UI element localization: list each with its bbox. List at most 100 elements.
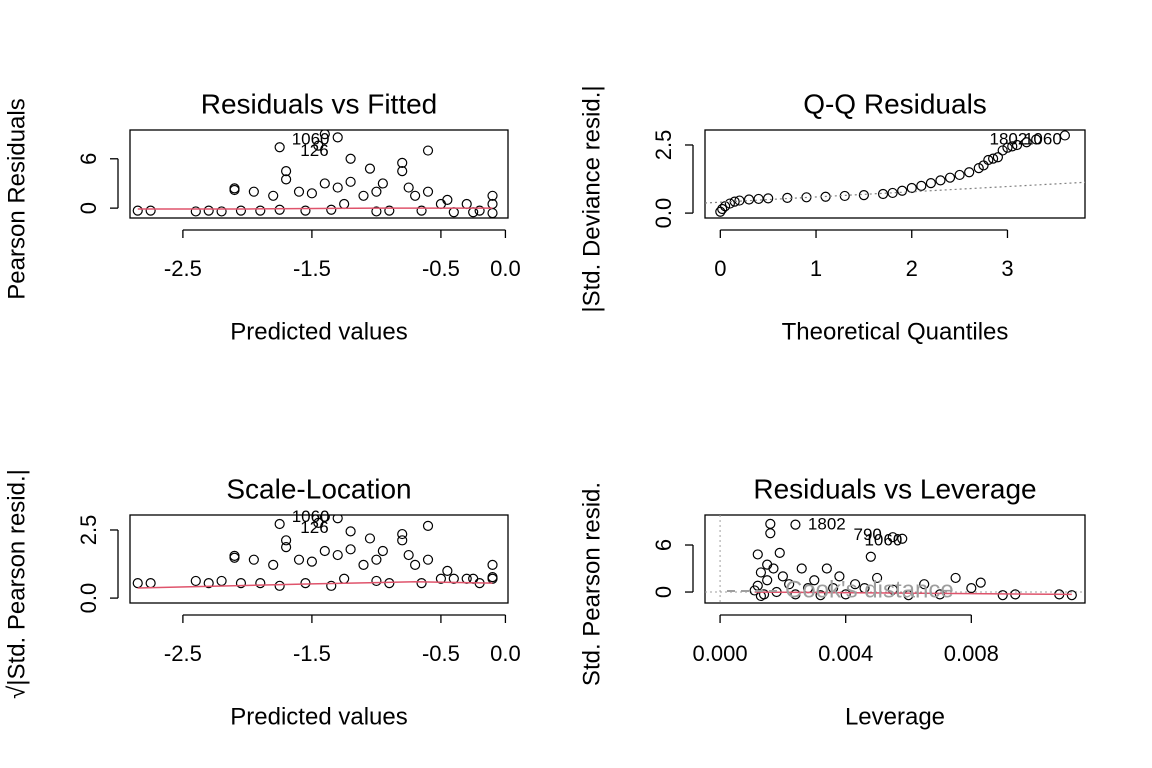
data-point (377, 545, 388, 557)
data-point (815, 590, 826, 601)
point-label: 1802 (808, 514, 846, 533)
data-point (377, 178, 388, 189)
data-point (897, 533, 908, 544)
data-point (403, 182, 414, 193)
data-point (293, 186, 305, 197)
data-point (422, 145, 434, 156)
panel: Residuals vs Leverage Leverage Std. Pearso… (578, 473, 1086, 730)
data-point (422, 520, 434, 531)
x-tick-label: 3 (1001, 256, 1013, 281)
data-point (717, 203, 728, 215)
point-label: 1060 (1024, 130, 1062, 149)
data-point (306, 556, 318, 567)
x-tick-label: 0.0 (490, 256, 521, 281)
data-point (274, 518, 285, 530)
fit-line (137, 580, 493, 589)
data-point (897, 185, 908, 196)
y-tick-label: 2.5 (76, 515, 101, 546)
data-point (364, 533, 376, 544)
y-tick-label: 0 (651, 586, 676, 598)
data-point (734, 195, 745, 206)
x-axis-label: Predicted values (230, 703, 407, 730)
data-point (887, 532, 898, 543)
data-point (975, 577, 986, 588)
data-point (410, 559, 421, 570)
data-point (871, 572, 883, 584)
data-point (777, 571, 788, 582)
data-point (821, 563, 832, 574)
plot-frame (704, 514, 1086, 604)
data-point (371, 554, 382, 565)
data-point (762, 559, 773, 570)
y-tick-label: 6 (651, 539, 676, 551)
data-point (762, 575, 773, 586)
data-point (487, 572, 498, 583)
data-point (313, 140, 324, 151)
data-point (468, 207, 479, 218)
point-label: 126 (300, 141, 328, 160)
data-point (339, 198, 350, 210)
x-axis-label: Theoretical Quantiles (782, 318, 1009, 345)
data-point (906, 182, 917, 194)
data-point (358, 190, 369, 201)
data-point (468, 573, 479, 584)
chart-title: Residuals vs Leverage (753, 473, 1036, 504)
y-axis-label: |Std. Deviance resid.| (578, 85, 605, 312)
data-point (850, 579, 861, 590)
data-point (903, 590, 914, 601)
point-label: 1802 (990, 130, 1028, 149)
data-point (397, 157, 408, 168)
data-point (216, 575, 227, 587)
chart-title: Q-Q Residuals (803, 88, 987, 119)
plot-frame (129, 514, 509, 604)
fit-line (137, 207, 493, 210)
data-point (274, 142, 285, 153)
data-point (724, 198, 735, 209)
data-point (397, 535, 408, 546)
data-point (448, 573, 459, 584)
data-point (448, 207, 459, 218)
data-point (281, 166, 292, 177)
x-tick-label: 2 (906, 256, 918, 281)
data-point (796, 563, 807, 574)
y-tick-label: 0 (76, 202, 101, 214)
x-tick-label: -0.5 (422, 256, 460, 281)
y-tick-label: 0.0 (651, 198, 676, 229)
data-point (281, 174, 292, 185)
y-axis-label: Std. Pearson resid. (578, 482, 605, 686)
data-point (326, 204, 337, 215)
data-point (422, 186, 434, 197)
x-tick-label: 1 (810, 256, 822, 281)
data-point (858, 190, 869, 201)
data-point (1021, 137, 1032, 148)
data-point (416, 205, 427, 216)
data-point (332, 549, 343, 561)
x-tick-label: 0.008 (944, 641, 999, 666)
fit-line (705, 181, 1085, 204)
data-point (865, 551, 876, 562)
data-point (887, 187, 898, 199)
x-tick-label: 0.004 (818, 641, 873, 666)
data-point (397, 528, 408, 540)
chart-title: Scale-Location (226, 473, 411, 504)
data-point (281, 535, 292, 546)
data-point (435, 198, 447, 210)
data-point (487, 190, 498, 201)
data-point (300, 578, 311, 589)
data-point (925, 178, 936, 189)
data-point (255, 205, 266, 216)
data-point (132, 578, 143, 589)
data-point (293, 554, 305, 565)
data-point (268, 190, 279, 201)
data-point (319, 545, 330, 557)
data-point (216, 206, 227, 217)
x-tick-label: -2.5 (164, 641, 202, 666)
data-point (988, 153, 999, 164)
x-tick-label: 0 (714, 256, 726, 281)
data-point (992, 152, 1003, 163)
data-point (326, 580, 337, 591)
data-point (319, 130, 330, 140)
data-point (345, 544, 356, 555)
data-point (319, 178, 330, 189)
x-tick-label: -0.5 (422, 641, 460, 666)
